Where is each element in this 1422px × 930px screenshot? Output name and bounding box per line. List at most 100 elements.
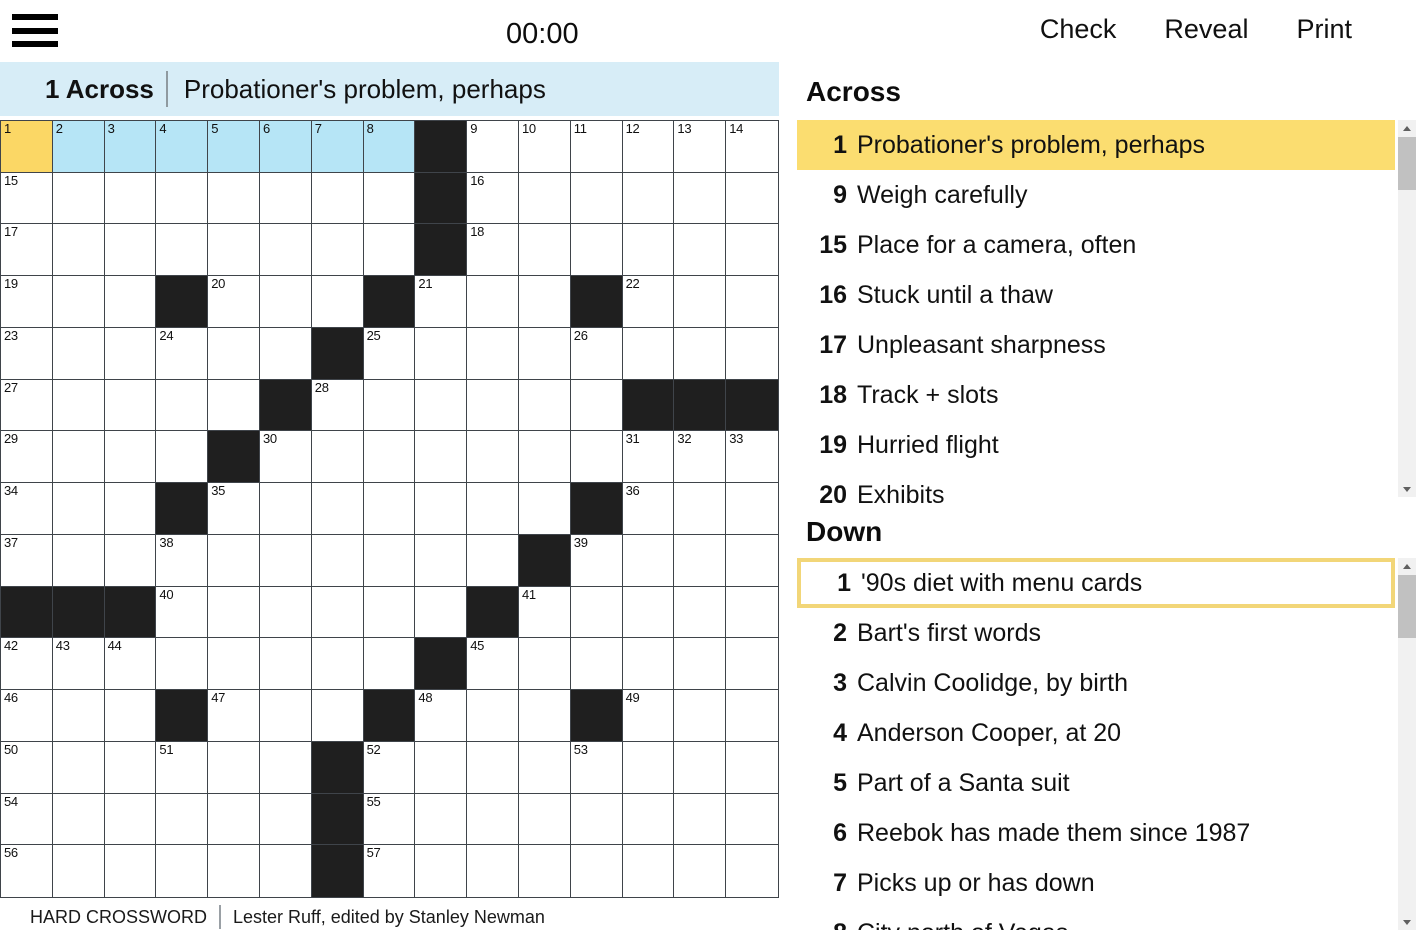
- current-clue-bar[interactable]: 1 Across Probationer's problem, perhaps: [0, 62, 779, 116]
- grid-cell-r10c8[interactable]: [363, 586, 416, 639]
- grid-cell-r5c15[interactable]: [726, 327, 778, 380]
- grid-cell-r9c5[interactable]: [208, 534, 260, 587]
- grid-cell-r14c3[interactable]: [104, 793, 157, 846]
- grid-cell-r7c3[interactable]: [104, 431, 157, 484]
- grid-cell-r4c7[interactable]: [311, 276, 364, 328]
- grid-cell-r12c1[interactable]: 46: [1, 690, 53, 742]
- grid-cell-r4c13[interactable]: 22: [622, 276, 675, 328]
- grid-cell-r4c5[interactable]: 20: [208, 276, 260, 328]
- grid-cell-r6c2[interactable]: [52, 379, 105, 432]
- grid-cell-r11c2[interactable]: 43: [52, 638, 105, 691]
- check-button[interactable]: Check: [1039, 14, 1117, 44]
- grid-cell-r13c6[interactable]: [259, 741, 312, 794]
- grid-cell-r8c7[interactable]: [311, 483, 364, 535]
- grid-cell-r12c15[interactable]: [726, 690, 778, 742]
- grid-cell-r1c10[interactable]: 9: [467, 121, 519, 173]
- across-clue-19[interactable]: 19 Hurried flight: [797, 420, 1395, 470]
- scroll-up-icon[interactable]: [1398, 558, 1416, 574]
- scroll-up-icon[interactable]: [1398, 120, 1416, 136]
- grid-cell-r9c13[interactable]: [622, 534, 675, 587]
- across-clue-16[interactable]: 16 Stuck until a thaw: [797, 270, 1395, 320]
- grid-cell-r14c6[interactable]: [259, 793, 312, 846]
- grid-cell-r1c6[interactable]: 6: [259, 121, 312, 173]
- grid-cell-r2c13[interactable]: [622, 172, 675, 225]
- grid-cell-r4c6[interactable]: [259, 276, 312, 328]
- grid-cell-r14c2[interactable]: [52, 793, 105, 846]
- grid-cell-r11c1[interactable]: 42: [1, 638, 53, 691]
- grid-cell-r7c6[interactable]: 30: [259, 431, 312, 484]
- grid-cell-r3c11[interactable]: [518, 224, 571, 277]
- grid-cell-r15c9[interactable]: [415, 845, 468, 897]
- grid-cell-r13c11[interactable]: [518, 741, 571, 794]
- grid-cell-r15c11[interactable]: [518, 845, 571, 897]
- grid-cell-r1c3[interactable]: 3: [104, 121, 157, 173]
- grid-cell-r2c12[interactable]: [570, 172, 623, 225]
- grid-cell-r4c3[interactable]: [104, 276, 157, 328]
- grid-cell-r3c15[interactable]: [726, 224, 778, 277]
- grid-cell-r13c9[interactable]: [415, 741, 468, 794]
- grid-cell-r12c13[interactable]: 49: [622, 690, 675, 742]
- grid-cell-r11c10[interactable]: 45: [467, 638, 519, 691]
- grid-cell-r7c2[interactable]: [52, 431, 105, 484]
- grid-cell-r1c15[interactable]: 14: [726, 121, 778, 173]
- grid-cell-r3c5[interactable]: [208, 224, 260, 277]
- across-clue-20[interactable]: 20 Exhibits: [797, 470, 1395, 506]
- grid-cell-r8c14[interactable]: [674, 483, 727, 535]
- grid-cell-r8c6[interactable]: [259, 483, 312, 535]
- grid-cell-r15c14[interactable]: [674, 845, 727, 897]
- grid-cell-r4c10[interactable]: [467, 276, 519, 328]
- scroll-down-icon[interactable]: [1398, 481, 1416, 497]
- grid-cell-r8c3[interactable]: [104, 483, 157, 535]
- grid-cell-r12c9[interactable]: 48: [415, 690, 468, 742]
- grid-cell-r2c15[interactable]: [726, 172, 778, 225]
- grid-cell-r4c1[interactable]: 19: [1, 276, 53, 328]
- grid-cell-r10c15[interactable]: [726, 586, 778, 639]
- grid-cell-r13c10[interactable]: [467, 741, 519, 794]
- grid-cell-r11c4[interactable]: [156, 638, 209, 691]
- grid-cell-r8c8[interactable]: [363, 483, 416, 535]
- grid-cell-r7c1[interactable]: 29: [1, 431, 53, 484]
- grid-cell-r10c6[interactable]: [259, 586, 312, 639]
- down-clue-6[interactable]: 6 Reebok has made them since 1987: [797, 808, 1395, 858]
- grid-cell-r15c12[interactable]: [570, 845, 623, 897]
- grid-cell-r5c1[interactable]: 23: [1, 327, 53, 380]
- grid-cell-r7c14[interactable]: 32: [674, 431, 727, 484]
- grid-cell-r4c11[interactable]: [518, 276, 571, 328]
- grid-cell-r7c13[interactable]: 31: [622, 431, 675, 484]
- grid-cell-r4c15[interactable]: [726, 276, 778, 328]
- grid-cell-r13c12[interactable]: 53: [570, 741, 623, 794]
- grid-cell-r10c13[interactable]: [622, 586, 675, 639]
- grid-cell-r9c4[interactable]: 38: [156, 534, 209, 587]
- grid-cell-r9c10[interactable]: [467, 534, 519, 587]
- grid-cell-r4c2[interactable]: [52, 276, 105, 328]
- grid-cell-r8c1[interactable]: 34: [1, 483, 53, 535]
- grid-cell-r5c11[interactable]: [518, 327, 571, 380]
- across-clue-9[interactable]: 9 Weigh carefully: [797, 170, 1395, 220]
- down-scrollbar-thumb[interactable]: [1398, 575, 1416, 638]
- grid-cell-r12c3[interactable]: [104, 690, 157, 742]
- grid-cell-r9c14[interactable]: [674, 534, 727, 587]
- down-clue-7[interactable]: 7 Picks up or has down: [797, 858, 1395, 908]
- down-clue-5[interactable]: 5 Part of a Santa suit: [797, 758, 1395, 808]
- grid-cell-r13c4[interactable]: 51: [156, 741, 209, 794]
- grid-cell-r11c12[interactable]: [570, 638, 623, 691]
- grid-cell-r11c11[interactable]: [518, 638, 571, 691]
- grid-cell-r7c4[interactable]: [156, 431, 209, 484]
- grid-cell-r3c1[interactable]: 17: [1, 224, 53, 277]
- grid-cell-r2c2[interactable]: [52, 172, 105, 225]
- grid-cell-r5c9[interactable]: [415, 327, 468, 380]
- grid-cell-r4c9[interactable]: 21: [415, 276, 468, 328]
- grid-cell-r10c14[interactable]: [674, 586, 727, 639]
- grid-cell-r2c5[interactable]: [208, 172, 260, 225]
- grid-cell-r7c9[interactable]: [415, 431, 468, 484]
- grid-cell-r1c13[interactable]: 12: [622, 121, 675, 173]
- across-clue-17[interactable]: 17 Unpleasant sharpness: [797, 320, 1395, 370]
- across-clue-15[interactable]: 15 Place for a camera, often: [797, 220, 1395, 270]
- grid-cell-r11c8[interactable]: [363, 638, 416, 691]
- grid-cell-r5c2[interactable]: [52, 327, 105, 380]
- grid-cell-r9c6[interactable]: [259, 534, 312, 587]
- grid-cell-r13c5[interactable]: [208, 741, 260, 794]
- print-button[interactable]: Print: [1296, 14, 1352, 44]
- down-clue-4[interactable]: 4 Anderson Cooper, at 20: [797, 708, 1395, 758]
- grid-cell-r11c7[interactable]: [311, 638, 364, 691]
